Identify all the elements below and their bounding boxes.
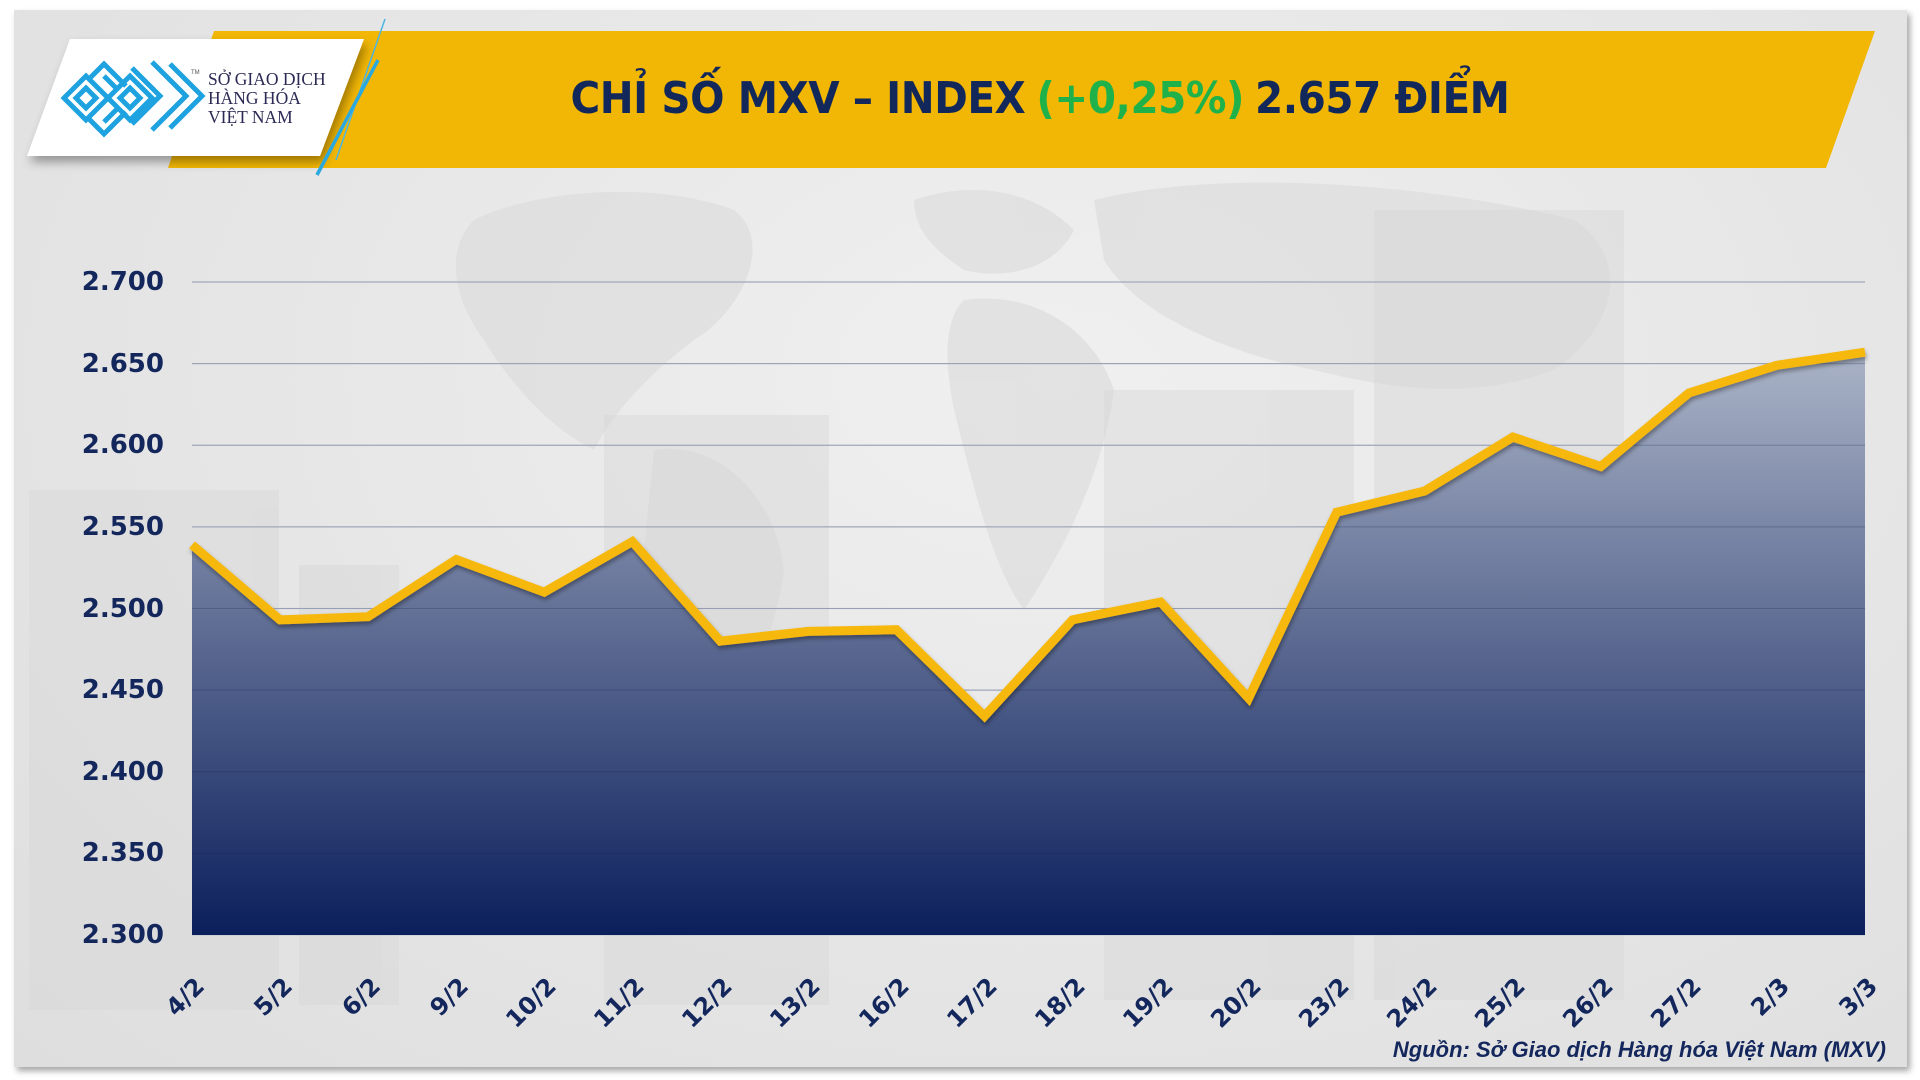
title-banner-background <box>168 31 1875 168</box>
y-tick-label: 2.500 <box>81 593 164 624</box>
page-title: CHỈ SỐ MXV – INDEX (+0,25%) 2.657 ĐIỂM <box>571 66 1510 130</box>
title-index-value: 2.657 ĐIỂM <box>1255 72 1510 124</box>
area-fill <box>192 352 1865 935</box>
y-tick-label: 2.550 <box>81 511 164 542</box>
y-tick-label: 2.700 <box>81 267 164 297</box>
y-tick-label: 2.300 <box>81 920 164 950</box>
gridlines-over-fill <box>192 281 1865 854</box>
y-tick-label: 2.350 <box>81 838 164 869</box>
source-note: Nguồn: Sở Giao dịch Hàng hóa Việt Nam (M… <box>1392 1037 1886 1062</box>
y-tick-label: 2.450 <box>81 675 164 706</box>
logo-text: SỞ GIAO DỊCH HÀNG HÓA VIỆT NAM <box>208 70 348 127</box>
trademark-mark: TM <box>191 70 200 76</box>
index-line <box>189 347 1866 723</box>
mxv-logo-icon <box>60 60 206 138</box>
logo-line-2: HÀNG HÓA <box>208 88 301 108</box>
y-tick-label: 2.400 <box>81 756 164 787</box>
y-tick-label: 2.600 <box>81 430 164 461</box>
logo-line-1: SỞ GIAO DỊCH <box>208 69 326 89</box>
title-change-percent: (+0,25%) <box>1036 72 1245 124</box>
y-tick-label: 2.650 <box>81 348 164 379</box>
header-banner <box>27 18 1875 176</box>
title-prefix: CHỈ SỐ MXV – INDEX <box>570 72 1026 124</box>
logo-line-3: VIỆT NAM <box>208 107 293 127</box>
accent-line-thick <box>315 59 380 176</box>
